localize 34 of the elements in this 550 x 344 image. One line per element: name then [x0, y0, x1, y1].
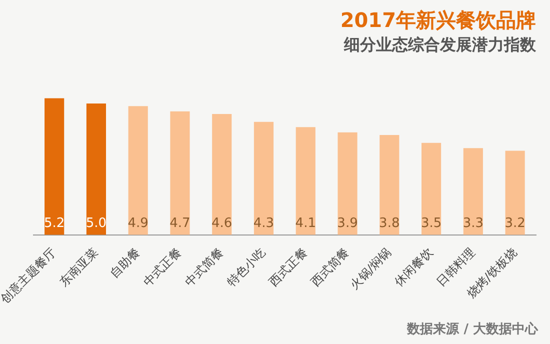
- bar: [505, 150, 525, 235]
- x-tick-label: 中式简餐: [182, 245, 226, 290]
- chart-subtitle: 细分业态综合发展潜力指数: [343, 34, 537, 54]
- x-tick-label: 特色小吃: [224, 245, 268, 290]
- bar: [212, 114, 232, 235]
- data-label: 3.8: [379, 216, 400, 231]
- data-label: 3.5: [420, 216, 442, 231]
- bar: [380, 135, 400, 235]
- data-label: 3.3: [462, 216, 484, 231]
- bar: [128, 106, 148, 235]
- bar: [254, 122, 274, 235]
- bar: [86, 103, 106, 235]
- data-label: 4.6: [212, 216, 232, 231]
- bar: [422, 142, 442, 235]
- bar: [170, 111, 190, 235]
- bar: [463, 148, 483, 235]
- data-label: 4.9: [128, 216, 148, 231]
- x-tick-label: 西式正餐: [266, 245, 310, 290]
- data-label: 4.3: [253, 216, 274, 231]
- x-tick-label: 自助餐: [107, 245, 142, 281]
- x-tick-label: 休闲餐饮: [392, 245, 436, 290]
- data-label: 3.2: [504, 216, 526, 231]
- x-tick-label: 东南亚菜: [56, 245, 101, 290]
- x-tick-label: 中式正餐: [140, 245, 184, 290]
- bar: [338, 132, 358, 235]
- data-label: 5.0: [86, 216, 107, 231]
- bar: [44, 98, 64, 235]
- data-label: 5.2: [44, 216, 65, 231]
- bar: [296, 127, 316, 235]
- x-tick-label: 创意主题餐厅: [0, 245, 59, 306]
- data-label: 4.7: [170, 216, 190, 231]
- source-note: 数据来源 / 大数据中心: [406, 320, 539, 337]
- data-label: 3.9: [337, 216, 358, 231]
- chart-title: 2017年新兴餐饮品牌: [340, 8, 536, 32]
